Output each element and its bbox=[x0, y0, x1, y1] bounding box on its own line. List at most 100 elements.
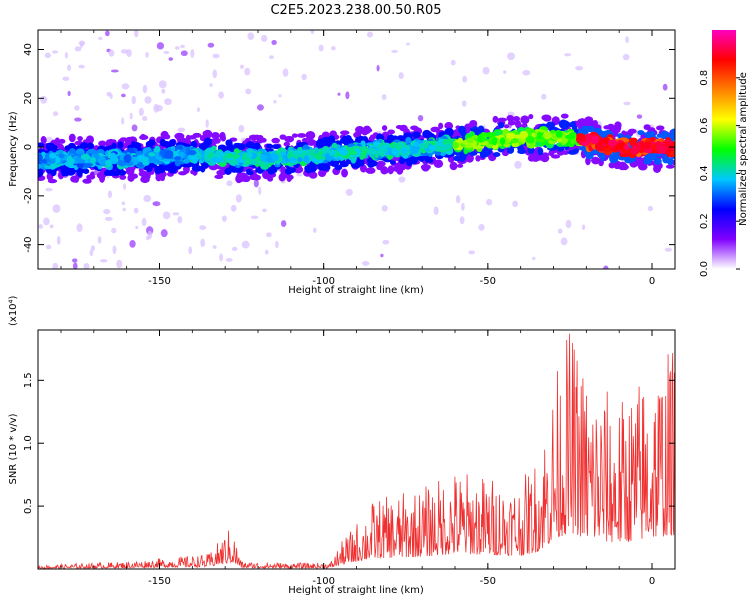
spectrogram-ridge-blob bbox=[38, 153, 43, 162]
spectrogram-ridge-blob bbox=[575, 133, 586, 142]
spectrogram-ridge-blob bbox=[225, 139, 233, 147]
spectrogram-noise-blob bbox=[111, 227, 117, 234]
spectrogram-noise-blob bbox=[38, 224, 44, 229]
spectrogram-ridge-blob bbox=[148, 152, 156, 157]
spectrogram-noise-blob bbox=[152, 201, 161, 207]
spectrogram-noise-blob bbox=[565, 219, 572, 229]
spectrogram-ridge-blob bbox=[531, 154, 541, 162]
spectrogram-ridge-blob bbox=[82, 178, 92, 184]
spectrogram-noise-blob bbox=[196, 107, 200, 112]
spectrogram-ridge-blob bbox=[348, 150, 358, 156]
spectrogram-ridge-blob bbox=[214, 174, 224, 180]
spectrogram-noise-blob bbox=[301, 73, 307, 81]
x-tick-label: -100 bbox=[312, 276, 335, 287]
spectrogram-ridge-blob bbox=[178, 151, 186, 158]
spectrogram-ridge-blob bbox=[517, 149, 527, 154]
spectrogram-noise-blob bbox=[133, 207, 139, 214]
spectrogram-noise-blob bbox=[177, 127, 186, 133]
spectrogram-ridge-blob bbox=[77, 135, 83, 142]
spectrogram-ridge-blob bbox=[229, 161, 237, 166]
spectrogram-ridge-blob bbox=[236, 143, 246, 151]
spectrogram-ridge-blob bbox=[323, 163, 330, 170]
spectrogram-ridge-blob bbox=[411, 131, 421, 139]
spectrogram-noise-blob bbox=[131, 95, 136, 105]
spectrogram-ridge-blob bbox=[148, 157, 156, 164]
spectrogram-noise-blob bbox=[180, 44, 185, 48]
spectrogram-ridge-blob bbox=[203, 138, 211, 145]
spectrogram-ridge-blob bbox=[514, 134, 521, 139]
spectrogram-noise-blob bbox=[138, 107, 144, 117]
y-tick-label: -40 bbox=[23, 236, 34, 252]
spectrogram-ridge-blob bbox=[457, 163, 464, 168]
spectrogram-ridge-blob bbox=[506, 146, 515, 154]
spectrogram-ridge-blob bbox=[621, 147, 632, 154]
spectrogram-ridge-blob bbox=[512, 116, 521, 122]
spectrogram-noise-blob bbox=[74, 46, 82, 52]
spectrogram-ridge-blob bbox=[638, 141, 645, 149]
spectrogram-ridge-blob bbox=[584, 133, 593, 142]
spectrogram-ridge-blob bbox=[370, 149, 380, 155]
spectrogram-ridge-blob bbox=[406, 156, 415, 165]
spectrogram-noise-blob bbox=[264, 249, 269, 255]
spectrogram-noise-blob bbox=[160, 229, 168, 238]
spectrogram-ridge-blob bbox=[187, 149, 197, 156]
spectrogram-ridge-blob bbox=[286, 175, 292, 182]
spectrogram-noise-blob bbox=[462, 75, 468, 83]
spectrogram-ridge-blob bbox=[536, 131, 543, 139]
spectrogram-ridge-blob bbox=[359, 164, 367, 173]
spectrogram-ridge-blob bbox=[80, 153, 91, 160]
spectrogram-ridge-blob bbox=[361, 149, 367, 159]
spectrogram-ridge-blob bbox=[288, 167, 297, 173]
spectrogram-ridge-blob bbox=[492, 152, 501, 157]
spectrogram-noise-blob bbox=[433, 206, 439, 216]
colorbar-tick-label: 0.2 bbox=[699, 213, 710, 229]
spectrogram-noise-blob bbox=[376, 64, 380, 72]
spectrogram-noise-blob bbox=[103, 208, 111, 215]
spectrogram-noise-blob bbox=[212, 245, 217, 249]
spectrogram-noise-blob bbox=[72, 262, 78, 269]
spectrogram-noise-blob bbox=[207, 42, 215, 48]
spectrogram-noise-blob bbox=[225, 258, 233, 262]
y-tick-label: -20 bbox=[23, 188, 34, 204]
spectrogram-ridge-blob bbox=[99, 174, 106, 183]
spectrogram-ridge-blob bbox=[665, 164, 675, 169]
spectrogram-ridge-blob bbox=[174, 156, 182, 161]
spectrogram-noise-blob bbox=[261, 34, 268, 43]
spectrogram-noise-blob bbox=[345, 188, 353, 196]
spectrogram-noise-blob bbox=[461, 100, 467, 107]
spectrogram-ridge-blob bbox=[132, 156, 139, 166]
spectrogram-ridge-blob bbox=[38, 169, 44, 178]
y-tick-label: 0.5 bbox=[23, 498, 34, 514]
spectrogram-noise-blob bbox=[623, 101, 631, 106]
spectrogram-noise-blob bbox=[486, 198, 493, 206]
spectrogram-noise-blob bbox=[83, 262, 90, 269]
spectrogram-noise-blob bbox=[199, 225, 207, 230]
spectrogram-noise-blob bbox=[482, 66, 490, 75]
spectrogram-noise-blob bbox=[126, 49, 132, 58]
spectrogram-ridge-blob bbox=[394, 143, 403, 150]
spectrogram-ridge-blob bbox=[387, 129, 395, 135]
spectrogram-noise-blob bbox=[180, 50, 188, 57]
spectrogram-ridge-blob bbox=[457, 137, 463, 144]
spectrogram-ridge-blob bbox=[395, 125, 403, 130]
snr-multiplier-label: (x10⁴) bbox=[8, 295, 19, 326]
spectrogram-ridge-blob bbox=[341, 168, 348, 178]
spectrogram-ridge-blob bbox=[607, 139, 618, 147]
spectrogram-noise-blob bbox=[507, 52, 516, 60]
spectrogram-ridge-blob bbox=[525, 135, 535, 144]
spectrogram-ridge-blob bbox=[283, 141, 291, 147]
spectrogram-ridge-blob bbox=[586, 125, 595, 133]
spectrogram-ridge-blob bbox=[85, 135, 95, 145]
spectrogram-ridge-blob bbox=[291, 133, 298, 138]
spectrogram-noise-blob bbox=[62, 76, 70, 81]
spectrogram-ridge-blob bbox=[623, 144, 630, 151]
spectrogram-ridge-blob bbox=[109, 139, 117, 144]
spectrogram-ridge-blob bbox=[655, 141, 662, 146]
spectrogram-ridge-blob bbox=[650, 151, 658, 161]
spectrogram-ridge-blob bbox=[266, 143, 273, 149]
spectrogram-noise-blob bbox=[90, 245, 96, 251]
spectrogram-ridge-blob bbox=[66, 157, 75, 166]
spectrogram-noise-blob bbox=[89, 249, 94, 257]
spectrogram-ridge-blob bbox=[599, 138, 607, 144]
spectrogram-ridge-blob bbox=[498, 122, 505, 129]
